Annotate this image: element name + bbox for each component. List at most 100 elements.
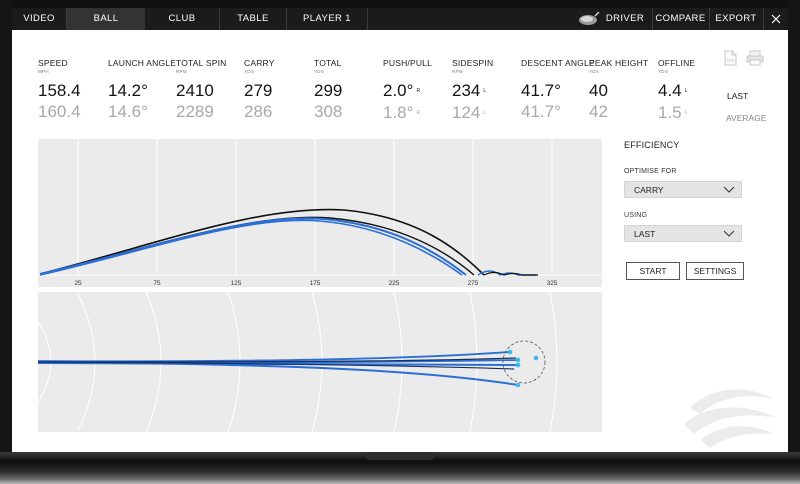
stat-unit: YDS: [589, 69, 600, 74]
direction-indicator: L: [483, 88, 487, 95]
tab-club[interactable]: CLUB: [168, 13, 196, 24]
stat-unit: YDS: [244, 69, 255, 74]
stat-average-value: 14.6°: [108, 102, 148, 121]
nav-divider: [652, 8, 653, 30]
stat-average-value: 2289: [176, 102, 214, 121]
svg-text:PDF: PDF: [727, 59, 734, 63]
chevron-down-icon: [723, 186, 735, 193]
axis-tick-label: 325: [547, 280, 558, 287]
stat-unit: [108, 69, 176, 75]
tab-table[interactable]: TABLE: [237, 13, 269, 24]
stat-last-value: 299: [314, 81, 343, 100]
direction-indicator: R: [416, 110, 421, 117]
nav-divider: [709, 8, 710, 30]
stat-label: PUSH/PULL: [383, 58, 433, 68]
stat-unit: [521, 69, 595, 75]
shot-trajectory: [39, 219, 463, 276]
stat-average-value: 124: [452, 103, 481, 123]
nav-divider: [66, 8, 67, 30]
stat-label: SIDESPIN: [452, 58, 494, 68]
stat-average-value: 286: [244, 102, 273, 121]
stat-unit: YDS: [658, 69, 669, 74]
stat-offline: OFFLINE YDS 4.4 L 1.5 L: [658, 58, 695, 123]
nav-divider: [763, 8, 764, 30]
top-view-svg: [38, 292, 558, 432]
tv-bezel-top: [0, 0, 800, 8]
side-view-svg: 25 75 125 175 225 275 325: [38, 139, 602, 287]
settings-button[interactable]: SETTINGS: [686, 262, 744, 280]
tv-bezel-right: [788, 0, 800, 456]
stat-last-value: 41.7°: [521, 81, 561, 100]
brand-logo-watermark: [684, 389, 776, 448]
stat-average-value: 1.8°: [383, 103, 414, 123]
stat-label: CARRY: [244, 58, 275, 68]
stat-average-value: 160.4: [38, 102, 81, 121]
tab-player[interactable]: PLAYER 1: [303, 13, 351, 24]
tab-ball[interactable]: BALL: [67, 8, 145, 30]
optimise-for-value: CARRY: [634, 185, 664, 195]
trajectory-top-view: [38, 292, 602, 432]
axis-tick-label: 25: [74, 280, 82, 287]
range-arc: [469, 292, 478, 432]
stat-last-value: 14.2°: [108, 81, 148, 100]
export-button[interactable]: EXPORT: [715, 13, 757, 24]
range-arc: [549, 292, 558, 432]
using-label: USING: [624, 212, 648, 219]
average-roll: [483, 271, 538, 276]
stat-label: PEAK HEIGHT: [589, 58, 649, 68]
app-screen: VIDEO BALL CLUB TABLE PLAYER 1 DRIVER CO…: [12, 8, 788, 452]
dispersion-circle: [502, 340, 546, 384]
stat-last-value: 2410: [176, 81, 214, 100]
using-select[interactable]: LAST: [624, 225, 742, 242]
landing-marker: [515, 362, 521, 368]
close-icon[interactable]: [771, 14, 781, 24]
average-line: [38, 357, 517, 363]
direction-indicator: R: [416, 88, 421, 95]
stat-average-value: 308: [314, 102, 343, 121]
stat-unit: MPH: [38, 69, 49, 74]
trajectory-side-view: 25 75 125 175 225 275 325: [38, 139, 602, 287]
tv-bezel-left: [0, 0, 12, 456]
stat-unit: RPM: [452, 69, 463, 74]
axis-tick-label: 125: [231, 280, 242, 287]
print-icon[interactable]: [746, 50, 764, 66]
landing-marker: [533, 355, 539, 361]
average-row-label: AVERAGE: [726, 113, 767, 123]
stat-sidespin: SIDESPIN RPM 234 L 124 L: [452, 58, 493, 123]
stat-speed: SPEED MPH 158.4 160.4: [38, 58, 81, 121]
landing-marker: [515, 357, 521, 363]
shot-line: [38, 351, 511, 363]
driver-head-icon: [579, 12, 600, 25]
stat-descent-angle: DESCENT ANGLE 41.7° 41.7°: [521, 58, 595, 121]
direction-indicator: L: [684, 110, 688, 117]
stat-total: TOTAL YDS 299 308: [314, 58, 342, 121]
compare-button[interactable]: COMPARE: [655, 13, 706, 24]
optimise-for-label: OPTIMISE FOR: [624, 168, 677, 175]
stat-launch-angle: LAUNCH ANGLE 14.2° 14.6°: [108, 58, 176, 121]
stat-label: SPEED: [38, 58, 68, 68]
stat-last-value: 279: [244, 81, 273, 100]
stat-average-value: 41.7°: [521, 102, 561, 121]
tab-video[interactable]: VIDEO: [23, 13, 55, 24]
stat-peak-height: PEAK HEIGHT YDS 40 42: [589, 58, 648, 121]
shot-trajectory: [39, 217, 467, 276]
using-value: LAST: [634, 229, 656, 239]
start-button[interactable]: START: [626, 262, 680, 280]
stat-last-value: 2.0°: [383, 81, 414, 100]
direction-indicator: L: [483, 110, 487, 117]
top-nav: VIDEO BALL CLUB TABLE PLAYER 1 DRIVER CO…: [12, 8, 788, 30]
chevron-down-icon: [723, 230, 735, 237]
stat-last-value: 234: [452, 81, 481, 100]
stat-unit: RPM: [176, 69, 187, 74]
stat-label: DESCENT ANGLE: [521, 58, 595, 68]
last-row-label: LAST: [727, 91, 749, 101]
club-selector-button[interactable]: DRIVER: [605, 13, 645, 24]
landing-marker: [515, 382, 521, 388]
stat-label: TOTAL: [314, 58, 342, 68]
optimise-for-select[interactable]: CARRY: [624, 181, 742, 198]
tv-stand: [365, 452, 435, 460]
stat-average-value: 1.5: [658, 103, 682, 123]
axis-tick-label: 275: [468, 280, 479, 287]
document-icon[interactable]: PDF: [724, 50, 737, 66]
stat-label: OFFLINE: [658, 58, 696, 68]
